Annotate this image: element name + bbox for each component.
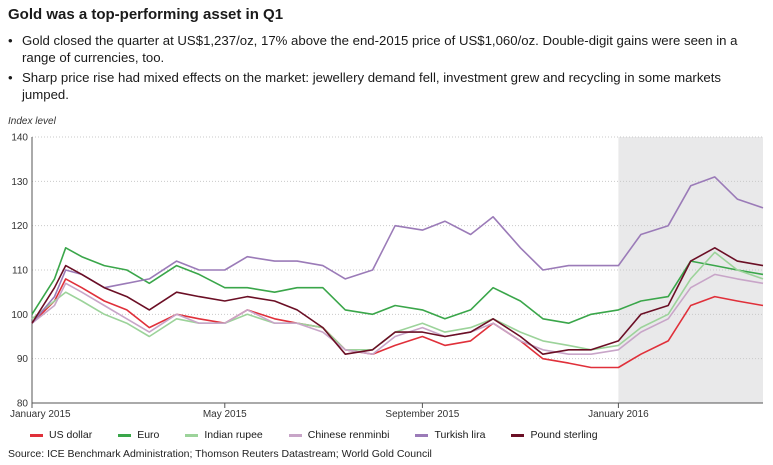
y-tick-label: 90 xyxy=(17,354,29,365)
x-tick-label: January 2016 xyxy=(588,409,649,420)
legend-label: US dollar xyxy=(49,429,93,441)
legend-label: Euro xyxy=(137,429,160,441)
legend-item: Turkish lira xyxy=(415,428,485,442)
legend-item: Chinese renminbi xyxy=(288,428,390,442)
legend-label: Chinese renminbi xyxy=(307,429,390,441)
summary-bullet: • Gold closed the quarter at US$1,237/oz,… xyxy=(8,32,763,66)
summary-bullet: • Sharp price rise had mixed effects on t… xyxy=(8,69,763,103)
x-tick-label: January 2015 xyxy=(10,409,71,420)
chart-legend: US dollar Euro Indian rupee Chinese renminb… xyxy=(30,428,624,442)
y-axis-label: Index level xyxy=(8,116,56,127)
legend-swatch xyxy=(118,433,132,437)
series-line xyxy=(31,273,764,355)
summary-bullet-text: Sharp price rise had mixed effects on th… xyxy=(22,70,722,102)
legend-label: Turkish lira xyxy=(434,429,486,441)
legend-swatch xyxy=(511,433,525,437)
legend-item: Euro xyxy=(118,428,159,442)
y-tick-label: 120 xyxy=(11,221,28,232)
bullet-icon: • xyxy=(8,70,13,85)
y-tick-label: 80 xyxy=(17,399,29,410)
legend-item: Pound sterling xyxy=(511,428,598,442)
y-tick-label: 100 xyxy=(11,310,28,321)
series-line xyxy=(31,247,764,324)
legend-item: Indian rupee xyxy=(185,428,263,442)
summary-bullet-text: Gold closed the quarter at US$1,237/oz, … xyxy=(22,33,738,65)
legend-label: Indian rupee xyxy=(204,429,263,441)
series-line xyxy=(31,176,764,324)
legend-swatch xyxy=(288,433,302,437)
legend-label: Pound sterling xyxy=(530,429,598,441)
bullet-icon: • xyxy=(8,33,13,48)
summary-bullets: • Gold closed the quarter at US$1,237/oz,… xyxy=(8,32,763,106)
legend-swatch xyxy=(30,433,43,437)
y-tick-label: 140 xyxy=(11,133,28,144)
legend-swatch xyxy=(185,433,199,437)
chart-title: Gold was a top-performing asset in Q1 xyxy=(8,6,284,23)
series-line xyxy=(31,278,764,369)
x-tick-label: September 2015 xyxy=(385,409,459,420)
x-tick-label: May 2015 xyxy=(203,409,247,420)
legend-swatch xyxy=(415,433,429,437)
y-tick-label: 130 xyxy=(11,177,28,188)
y-tick-label: 110 xyxy=(12,266,28,277)
source-note: Source: ICE Benchmark Administration; Th… xyxy=(8,448,432,460)
series-line xyxy=(31,247,764,355)
legend-item: US dollar xyxy=(30,428,92,442)
